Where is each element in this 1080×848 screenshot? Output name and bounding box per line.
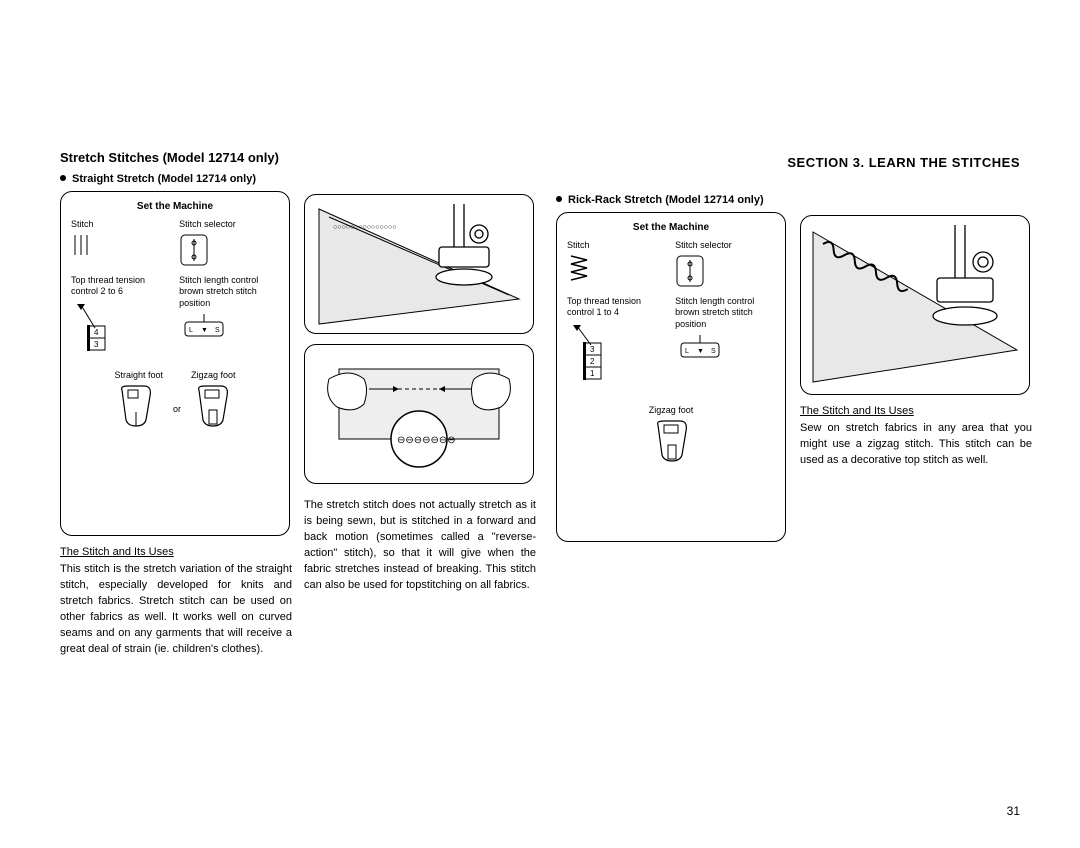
panel-title: Set the Machine <box>71 200 279 213</box>
straight-stretch-subtitle: Straight Stretch (Model 12714 only) <box>60 173 292 185</box>
or-label: or <box>173 404 181 430</box>
subtitle-text: Rick-Rack Stretch (Model 12714 only) <box>568 194 764 206</box>
svg-text:3: 3 <box>590 345 595 354</box>
svg-text:▼: ▼ <box>697 348 704 355</box>
selector-icon <box>675 254 775 288</box>
zigzag-foot-label: Zigzag foot <box>191 370 236 382</box>
tension-label: Top thread tension control 1 to 4 <box>567 296 667 319</box>
presser-foot-illustration: ○○○○○○○○○○○○○○○ <box>304 194 534 334</box>
tension-dial-icon: 43 <box>71 300 171 360</box>
uses-body-right: Sew on stretch fabrics in any area that … <box>800 421 1032 469</box>
svg-text:▼: ▼ <box>201 327 208 334</box>
tension-label: Top thread tension control 2 to 6 <box>71 275 171 298</box>
stitch-label: Stitch <box>71 219 171 231</box>
stitch-icon <box>71 233 171 257</box>
selector-label: Stitch selector <box>675 240 775 252</box>
tension-dial-icon: 3 2 1 <box>567 321 667 391</box>
svg-text:3: 3 <box>94 340 99 349</box>
stitch-label: Stitch <box>567 240 667 252</box>
right-body-left: The stretch stitch does not actually str… <box>304 498 536 594</box>
svg-text:L: L <box>189 327 193 334</box>
zigzag-foot-label: Zigzag foot <box>567 405 775 417</box>
bullet-icon <box>60 175 66 181</box>
length-control-icon: L ▼ S <box>179 312 279 342</box>
rickrack-section: Rick-Rack Stretch (Model 12714 only) Set… <box>556 173 1032 658</box>
straight-settings-panel: Set the Machine Stitch Stitch selector <box>60 191 290 536</box>
length-label: Stitch length control brown stretch stit… <box>675 296 775 331</box>
straight-stretch-section: Straight Stretch (Model 12714 only) Set … <box>60 173 536 658</box>
length-control-icon: L ▼ S <box>675 333 775 363</box>
panel-title: Set the Machine <box>567 221 775 234</box>
zigzag-foot-icon <box>650 417 692 465</box>
svg-text:○○○○○○○○○○○○○○○: ○○○○○○○○○○○○○○○ <box>333 224 396 231</box>
rickrack-subtitle: Rick-Rack Stretch (Model 12714 only) <box>556 194 788 206</box>
content-columns: Straight Stretch (Model 12714 only) Set … <box>60 173 1030 658</box>
svg-text:1: 1 <box>590 369 595 378</box>
uses-heading-left: The Stitch and Its Uses <box>60 546 292 558</box>
length-label: Stitch length control brown stretch stit… <box>179 275 279 310</box>
section-header: SECTION 3. LEARN THE STITCHES <box>787 155 1020 170</box>
bullet-icon <box>556 196 562 202</box>
rickrack-stitch-icon <box>567 254 667 282</box>
svg-text:S: S <box>215 327 220 334</box>
zigzag-foot-icon <box>191 382 236 430</box>
uses-body-left: This stitch is the stretch variation of … <box>60 562 292 658</box>
uses-heading-right: The Stitch and Its Uses <box>800 405 1032 417</box>
selector-icon <box>179 233 279 267</box>
straight-foot-icon <box>114 382 163 430</box>
svg-text:S: S <box>711 348 716 355</box>
rickrack-settings-panel: Set the Machine Stitch Stitch selector <box>556 212 786 542</box>
svg-text:⊖⊖⊖⊖⊖⊖⊖: ⊖⊖⊖⊖⊖⊖⊖ <box>397 435 456 446</box>
svg-text:2: 2 <box>590 357 595 366</box>
selector-label: Stitch selector <box>179 219 279 231</box>
subtitle-text: Straight Stretch (Model 12714 only) <box>72 173 256 185</box>
straight-foot-label: Straight foot <box>114 370 163 382</box>
hands-illustration: ⊖⊖⊖⊖⊖⊖⊖ <box>304 344 534 484</box>
page-number: 31 <box>1007 804 1020 818</box>
svg-text:4: 4 <box>94 328 99 337</box>
svg-text:L: L <box>685 348 689 355</box>
rickrack-illustration <box>800 215 1030 395</box>
